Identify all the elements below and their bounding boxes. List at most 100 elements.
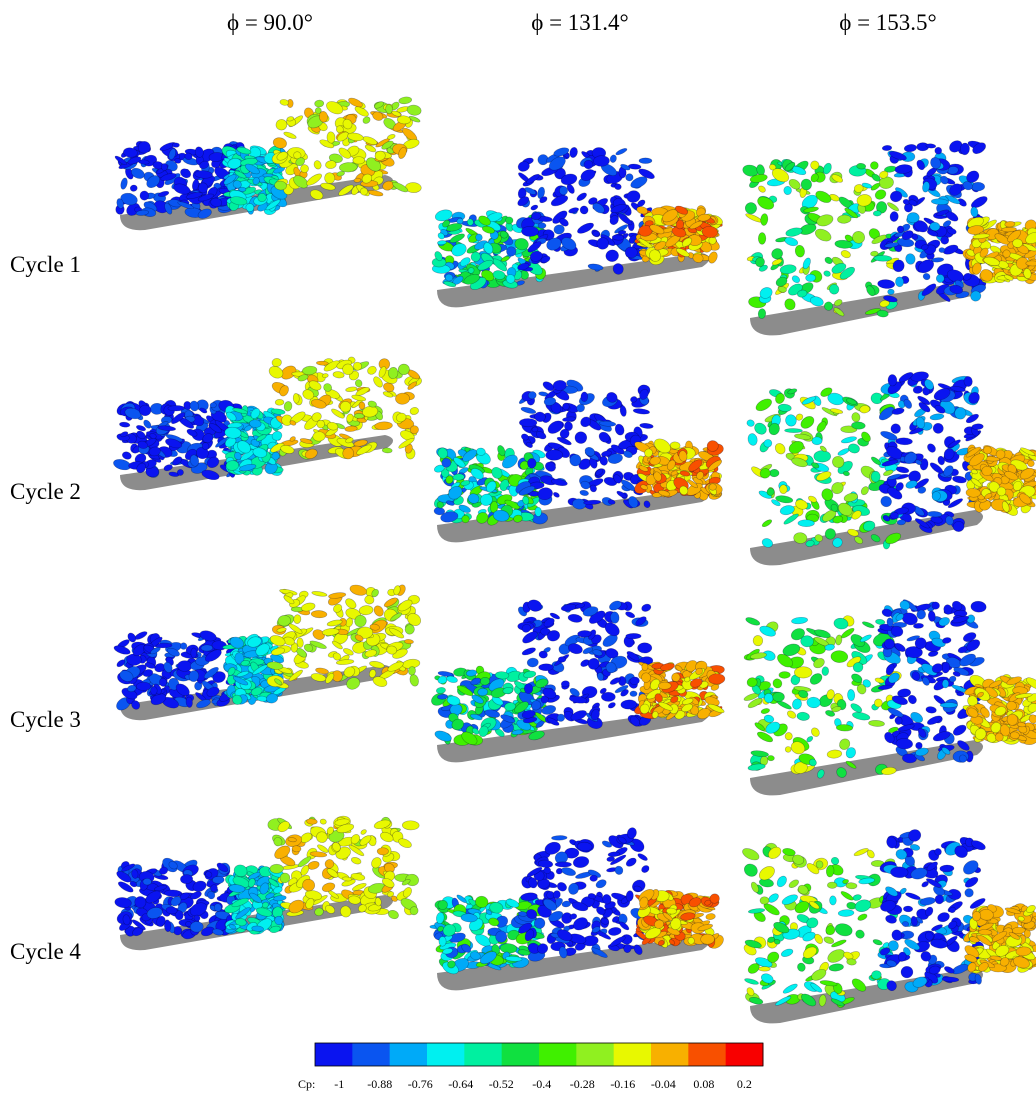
vortex bbox=[630, 691, 637, 697]
vortex bbox=[932, 422, 945, 435]
vortex bbox=[873, 211, 881, 217]
vortex bbox=[900, 965, 914, 978]
vortex bbox=[350, 856, 362, 865]
vortex bbox=[783, 186, 792, 195]
vortex bbox=[942, 679, 949, 688]
vortex bbox=[926, 442, 937, 454]
vortex bbox=[758, 233, 766, 245]
vortex bbox=[210, 402, 217, 408]
vortex bbox=[826, 865, 835, 878]
panels bbox=[112, 96, 1036, 1023]
vortex bbox=[954, 407, 966, 419]
vortex bbox=[794, 245, 805, 258]
vortex bbox=[293, 393, 300, 403]
vortex bbox=[761, 518, 773, 528]
vortex bbox=[871, 471, 880, 482]
vortex bbox=[359, 605, 374, 616]
vortex bbox=[325, 160, 337, 169]
vortex bbox=[374, 421, 392, 430]
vortex bbox=[377, 848, 388, 855]
flow-panel bbox=[114, 815, 420, 951]
vortex bbox=[890, 423, 901, 434]
vortex bbox=[625, 856, 638, 868]
flow-panel bbox=[742, 138, 1036, 335]
vortex bbox=[614, 183, 621, 190]
vortex bbox=[745, 616, 761, 627]
vortex bbox=[870, 161, 879, 170]
vortex bbox=[831, 650, 848, 663]
vortex bbox=[275, 118, 288, 131]
vortex bbox=[1006, 701, 1016, 710]
vortex bbox=[851, 412, 861, 423]
vortex bbox=[519, 418, 537, 426]
vortex bbox=[555, 862, 571, 867]
vortex bbox=[826, 947, 847, 965]
vortex bbox=[896, 466, 910, 474]
vortex bbox=[382, 448, 392, 454]
vortex bbox=[625, 173, 634, 181]
vortex bbox=[847, 689, 855, 701]
vortex bbox=[1007, 714, 1018, 725]
vortex bbox=[746, 419, 755, 428]
vortex bbox=[857, 913, 868, 922]
vortex bbox=[874, 188, 888, 201]
vortex bbox=[120, 177, 129, 190]
vortex bbox=[824, 256, 834, 265]
vortex bbox=[903, 906, 913, 912]
vortex bbox=[1012, 239, 1023, 248]
vortex bbox=[642, 663, 649, 671]
vortex bbox=[530, 204, 539, 211]
vortex bbox=[190, 921, 204, 932]
vortex bbox=[785, 226, 803, 237]
vortex bbox=[626, 633, 641, 639]
vortex bbox=[313, 160, 323, 171]
vortex bbox=[742, 861, 760, 878]
vortex bbox=[785, 428, 803, 432]
vortex bbox=[753, 635, 764, 646]
vortex bbox=[567, 613, 582, 623]
vortex bbox=[641, 673, 650, 683]
vortex bbox=[638, 643, 652, 654]
vortex bbox=[561, 603, 577, 612]
vortex bbox=[827, 749, 842, 758]
vortex bbox=[922, 272, 931, 281]
vortex bbox=[965, 888, 974, 897]
vortex bbox=[759, 967, 771, 972]
vortex bbox=[896, 438, 913, 446]
vortex bbox=[760, 213, 768, 226]
vortex bbox=[362, 115, 372, 124]
vortex bbox=[905, 891, 921, 901]
vortex bbox=[601, 692, 615, 701]
vortex bbox=[771, 677, 783, 689]
vortex bbox=[798, 520, 815, 527]
vortex bbox=[539, 664, 554, 671]
vortex bbox=[354, 379, 363, 388]
vortex bbox=[852, 711, 871, 722]
vortex bbox=[952, 475, 967, 484]
vortex bbox=[275, 399, 284, 405]
vortex bbox=[890, 867, 908, 878]
vortex bbox=[546, 450, 563, 461]
vortex bbox=[314, 100, 324, 108]
vortex bbox=[888, 374, 897, 386]
vortex bbox=[558, 657, 566, 663]
vortex bbox=[168, 405, 185, 411]
vortex bbox=[551, 835, 567, 840]
vortex bbox=[907, 212, 919, 222]
vortex bbox=[812, 437, 822, 445]
vortex bbox=[920, 896, 936, 906]
vortex bbox=[568, 207, 579, 214]
vortex bbox=[791, 617, 808, 625]
vortex bbox=[521, 646, 536, 656]
vortex bbox=[897, 519, 906, 525]
vortex bbox=[874, 255, 892, 261]
vortex bbox=[527, 458, 536, 468]
vortex bbox=[897, 226, 904, 233]
vortex bbox=[559, 186, 568, 195]
vortex bbox=[569, 147, 579, 159]
vortex bbox=[436, 687, 446, 694]
vortex bbox=[960, 143, 970, 155]
vortex bbox=[283, 401, 292, 412]
vortex bbox=[333, 371, 345, 379]
vortex bbox=[480, 677, 490, 685]
